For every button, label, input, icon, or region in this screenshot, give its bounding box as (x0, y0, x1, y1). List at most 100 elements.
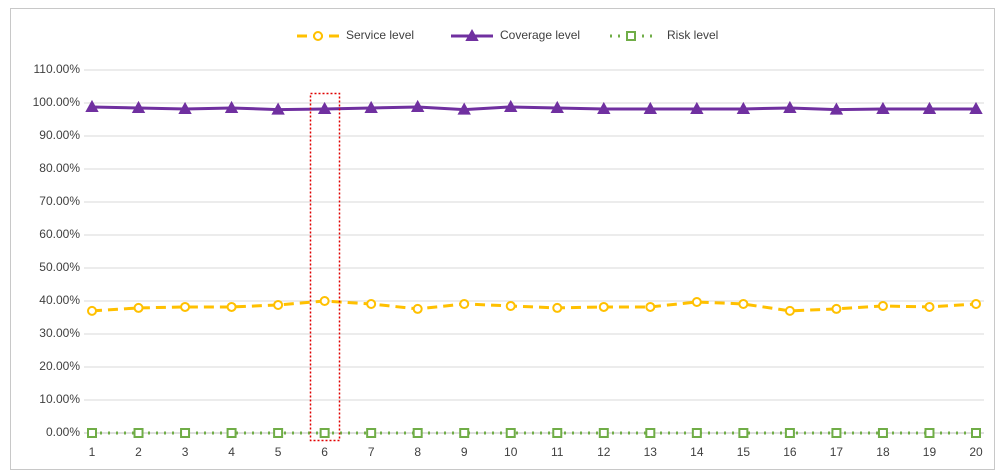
point (366, 298, 377, 309)
x-tick-label: 13 (644, 445, 658, 459)
legend-marker (626, 31, 636, 41)
x-tick-label: 8 (414, 445, 421, 459)
point (877, 300, 888, 311)
point (598, 428, 609, 438)
x-tick-label: 6 (321, 445, 328, 459)
point (598, 301, 609, 312)
point (738, 428, 749, 438)
legend-marker (313, 31, 323, 41)
y-tick-label: 40.00% (39, 293, 80, 307)
x-tick-label: 12 (597, 445, 611, 459)
point (87, 305, 97, 316)
point (457, 102, 471, 115)
point (224, 100, 239, 113)
series-line (91, 105, 976, 112)
point (133, 428, 144, 438)
point (180, 428, 191, 438)
legend-label: Coverage level (500, 28, 580, 42)
point (831, 428, 842, 438)
point (133, 302, 144, 313)
y-tick-label: 70.00% (39, 194, 80, 208)
point (505, 300, 516, 311)
x-tick-label: 19 (923, 445, 937, 459)
point (736, 101, 751, 114)
point (410, 99, 425, 112)
point (178, 101, 192, 114)
y-tick-label: 100.00% (33, 95, 81, 109)
y-tick-label: 80.00% (39, 161, 80, 175)
point (552, 428, 563, 438)
point (969, 101, 983, 114)
point (831, 303, 842, 314)
point (597, 101, 611, 114)
x-tick-label: 1 (89, 445, 96, 459)
x-tick-label: 18 (876, 445, 890, 459)
point (643, 101, 658, 114)
grid: 0.00% 10.00% 20.00% 30.00% 40.00% 50.00% 60.00… (33, 62, 984, 459)
point (459, 428, 470, 438)
point (783, 100, 797, 113)
x-tick-label: 10 (504, 445, 518, 459)
point (971, 298, 981, 309)
point (504, 99, 518, 112)
point (690, 101, 704, 114)
point (317, 101, 332, 114)
point (829, 102, 844, 115)
x-tick-label: 11 (551, 445, 564, 459)
point (87, 428, 97, 438)
point (784, 428, 795, 438)
y-tick-label: 10.00% (39, 392, 80, 406)
x-tick-label: 20 (969, 445, 983, 459)
point (459, 298, 470, 309)
point (924, 301, 935, 312)
point (226, 301, 237, 312)
legend-label: Risk level (667, 28, 718, 42)
point (273, 428, 284, 438)
x-tick-label: 14 (690, 445, 704, 459)
legend-marker (465, 28, 479, 41)
point (691, 296, 702, 307)
legend-label: Service level (346, 28, 414, 42)
point (645, 301, 656, 312)
x-tick-label: 5 (275, 445, 282, 459)
y-tick-label: 110.00% (34, 62, 81, 76)
point (364, 100, 378, 113)
point (922, 101, 937, 114)
point (645, 428, 656, 438)
y-tick-label: 0.00% (46, 425, 80, 439)
x-tick-label: 7 (368, 445, 375, 459)
point (273, 299, 284, 310)
point (319, 428, 330, 438)
point (505, 428, 516, 438)
point (271, 102, 285, 115)
chart-border (10, 8, 995, 470)
point (877, 428, 888, 438)
point (552, 302, 563, 313)
point (971, 428, 981, 438)
point (876, 101, 890, 114)
y-tick-label: 30.00% (39, 326, 80, 340)
y-tick-label: 50.00% (39, 260, 80, 274)
x-tick-label: 17 (830, 445, 844, 459)
x-tick-label: 2 (135, 445, 142, 459)
x-tick-label: 3 (182, 445, 189, 459)
point (226, 428, 237, 438)
point (366, 428, 377, 438)
series-line (91, 299, 977, 313)
point (319, 296, 330, 306)
point (180, 301, 191, 312)
point (131, 100, 146, 113)
point (412, 428, 423, 438)
x-tick-label: 9 (461, 445, 468, 459)
point (412, 303, 423, 314)
point (691, 428, 702, 438)
y-tick-label: 20.00% (39, 359, 80, 373)
point (85, 99, 99, 112)
x-tick-label: 4 (228, 445, 235, 459)
point (924, 428, 935, 438)
point (550, 100, 564, 113)
point (784, 305, 795, 316)
point (738, 298, 749, 309)
